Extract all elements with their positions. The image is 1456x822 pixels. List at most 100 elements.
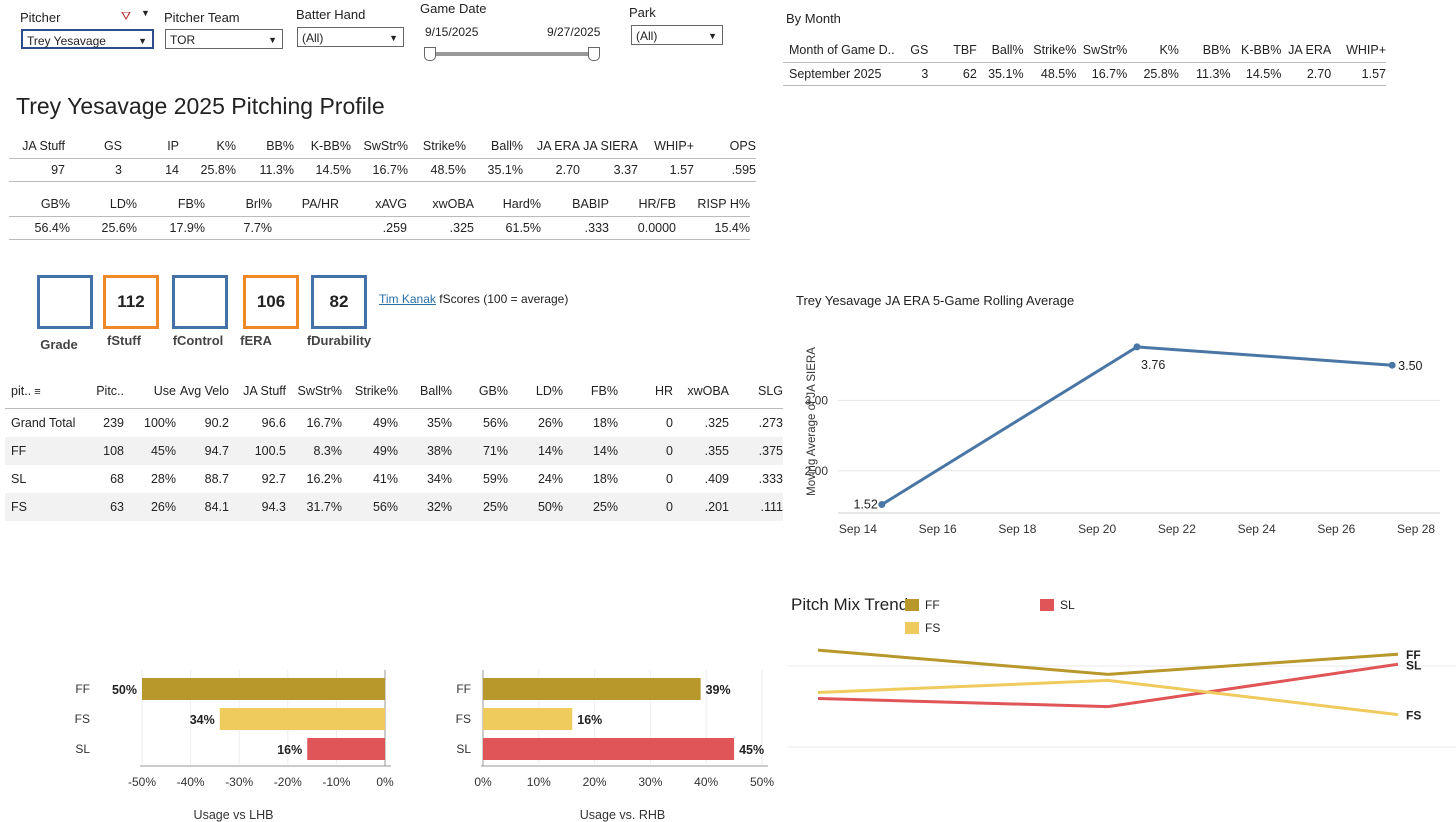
column-header: Strike% xyxy=(342,374,398,409)
pitcher-select[interactable]: Trey Yesavage ▼ xyxy=(21,29,154,49)
stat-header: SwStr% xyxy=(351,134,408,159)
column-header: HR xyxy=(618,374,673,409)
batter-hand-filter-label: Batter Hand xyxy=(296,7,366,22)
table-cell: 24% xyxy=(537,472,563,486)
column-header: Ball% xyxy=(398,374,452,409)
table-cell: 11.3% xyxy=(1178,62,1231,86)
rolling-average-chart: 2.00 3.00 Sep 14 Sep 16 Sep 18 Sep 20 Sep 22 Se… xyxy=(805,343,1440,536)
author-link[interactable]: Tim Kanak xyxy=(379,292,436,306)
park-select-value: (All) xyxy=(636,29,658,43)
team-select[interactable]: TOR ▼ xyxy=(165,29,283,49)
park-select[interactable]: (All) ▼ xyxy=(631,25,723,45)
x-tick-label: 30% xyxy=(638,775,662,789)
series-line-ff xyxy=(817,648,1399,676)
stat-header: GS xyxy=(65,134,122,159)
fstuff-label: fStuff xyxy=(107,333,141,348)
table-cell: 1.57 xyxy=(1331,62,1386,86)
table-cell: FS xyxy=(5,493,82,521)
data-label: 1.52 xyxy=(854,498,878,512)
chevron-down-icon: ▼ xyxy=(138,36,147,46)
stat-value: .259 xyxy=(339,216,407,240)
table-row: Grand Total 239 100% 90.2 96.6 16.7% 49% 35% 56%… xyxy=(5,409,783,438)
stat-value: 25.6% xyxy=(70,216,137,240)
stat-header: JA ERA xyxy=(523,134,580,159)
x-tick-label: 10% xyxy=(527,775,551,789)
fdurability-label: fDurability xyxy=(306,333,372,348)
legend-ff-label: FF xyxy=(925,598,940,612)
profile-stats-table-1: JA Stuff GS IP K% BB% K-BB% SwStr% Strike% Ball%… xyxy=(9,134,756,182)
column-header[interactable]: pit.. ≡ xyxy=(5,374,82,409)
y-axis-label: Moving Average of JA SIERA xyxy=(806,347,818,496)
stat-value: 3 xyxy=(65,158,122,182)
rolling-line xyxy=(881,345,1393,506)
batter-hand-select-value: (All) xyxy=(302,31,324,45)
column-header: Use xyxy=(124,374,176,409)
table-cell: .409 xyxy=(704,472,729,486)
stat-header: LD% xyxy=(70,192,137,217)
date-slider-track[interactable] xyxy=(430,52,596,56)
table-cell: September 2025 xyxy=(783,62,895,86)
fera-label: fERA xyxy=(240,333,272,348)
table-cell: 35% xyxy=(426,416,452,430)
date-slider-handle-end[interactable] xyxy=(588,47,600,61)
data-label: 39% xyxy=(706,683,731,697)
category-label: FS xyxy=(75,712,90,726)
stat-value: 7.7% xyxy=(205,216,272,240)
x-tick-label: -20% xyxy=(274,775,302,789)
filter-menu-icon[interactable]: ▼ xyxy=(141,8,150,18)
sort-icon[interactable]: ≡ xyxy=(31,386,41,398)
table-cell: 16.7% xyxy=(1076,62,1128,86)
stat-header: K-BB% xyxy=(294,134,351,159)
column-header: K% xyxy=(1127,38,1179,63)
table-cell: 0 xyxy=(618,493,673,521)
stat-header: Ball% xyxy=(466,134,523,159)
stat-value: 11.3% xyxy=(236,158,294,182)
stat-value: 17.9% xyxy=(137,216,205,240)
x-tick-label: -40% xyxy=(177,775,205,789)
data-label: 50% xyxy=(112,683,137,697)
column-header: LD% xyxy=(508,374,563,409)
usage-lhb-chart: -50% -40% -30% -20% -10% 0% FF 50% FS 34% SL 16% Usa… xyxy=(75,670,394,822)
table-row: FF 108 45% 94.7 100.5 8.3% 49% 38% 71% 14% 14% 0.35… xyxy=(5,437,783,465)
date-slider-handle-start[interactable] xyxy=(424,47,436,61)
legend-fs-label: FS xyxy=(925,621,941,635)
stat-header: HR/FB xyxy=(609,192,676,217)
stat-value: 61.5% xyxy=(474,216,541,240)
x-tick-label: 40% xyxy=(694,775,718,789)
column-header: xwOBA xyxy=(673,374,729,409)
column-header: FB% xyxy=(563,374,618,409)
table-cell: 16.2% xyxy=(306,472,342,486)
data-point xyxy=(878,501,886,509)
x-tick-label: Sep 28 xyxy=(1397,522,1435,536)
stat-header: xwOBA xyxy=(407,192,474,217)
x-tick-label: Sep 20 xyxy=(1078,522,1116,536)
batter-hand-select[interactable]: (All) ▼ xyxy=(297,27,404,47)
table-cell: SL xyxy=(11,472,27,486)
bar-ff xyxy=(483,678,701,700)
stat-value: .595 xyxy=(694,158,756,182)
usage-rhb-chart: 0% 10% 20% 30% 40% 50% FF 39% FS 16% SL 45% Usage vs… xyxy=(456,670,774,822)
x-tick-label: 20% xyxy=(583,775,607,789)
table-cell: 59% xyxy=(482,472,508,486)
x-tick-label: Sep 24 xyxy=(1238,522,1276,536)
table-cell: 56% xyxy=(342,493,398,521)
clear-filter-icon[interactable]: ⛛ xyxy=(121,9,132,23)
table-cell: .375 xyxy=(729,437,783,465)
table-cell: 38% xyxy=(398,437,452,465)
stat-header: Strike% xyxy=(408,134,466,159)
table-cell: FF xyxy=(5,437,82,465)
pitch-mix-title: Pitch Mix Trend xyxy=(791,595,909,614)
column-header: SLG xyxy=(729,374,783,409)
stat-value: 48.5% xyxy=(408,158,466,182)
table-cell: 62 xyxy=(928,62,977,86)
x-tick-label: 0% xyxy=(474,775,492,789)
x-tick-label: Sep 16 xyxy=(919,522,957,536)
data-label: 34% xyxy=(190,713,215,727)
chevron-down-icon: ▼ xyxy=(708,31,717,41)
page-title: Trey Yesavage 2025 Pitching Profile xyxy=(16,93,385,119)
table-cell: 88.7 xyxy=(204,472,229,486)
stat-value: 14 xyxy=(122,158,179,182)
column-header: GS xyxy=(894,38,929,63)
table-cell: 49% xyxy=(372,416,398,430)
column-header: SwStr% xyxy=(1076,38,1128,63)
